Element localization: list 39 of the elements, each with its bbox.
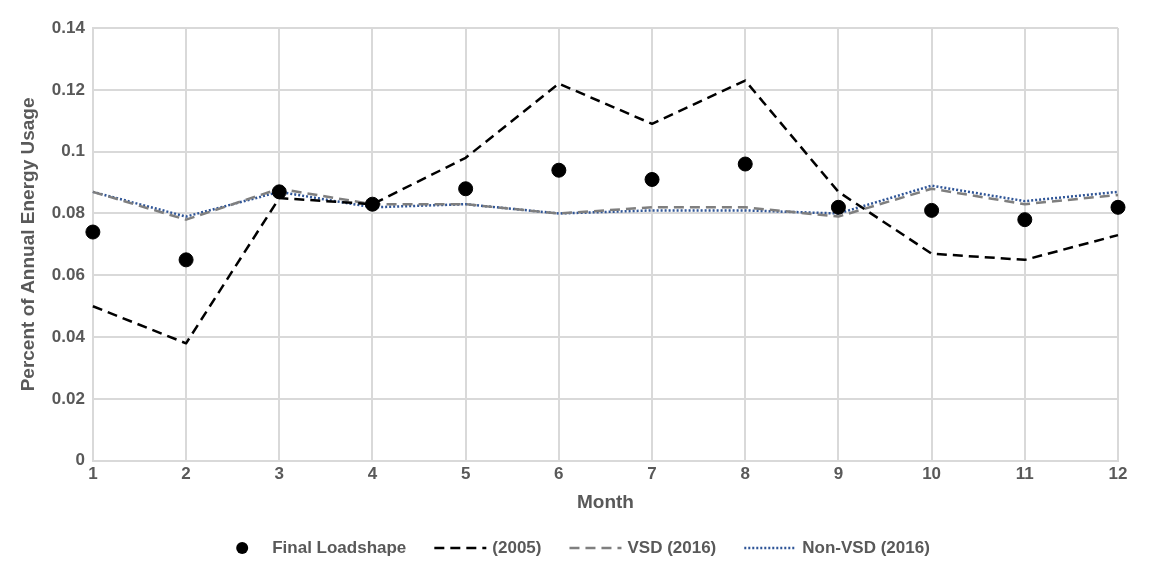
legend-label: Non-VSD (2016)	[802, 537, 930, 557]
y-axis-title: Percent of Annual Energy Usage	[16, 97, 38, 392]
x-tick-label: 9	[833, 463, 844, 483]
legend-label: Final Loadshape	[272, 537, 407, 557]
x-tick-label: 11	[1015, 463, 1034, 483]
y-tick-label: 0.04	[51, 326, 86, 346]
point	[271, 184, 287, 200]
y-tick-label: 0.02	[51, 388, 85, 408]
point	[830, 199, 846, 215]
y-tick-label: 0.06	[51, 265, 85, 284]
point	[551, 162, 567, 178]
y-tick-label: 0.14	[51, 17, 86, 37]
legend-label: (2005)	[492, 537, 542, 557]
x-tick-label: 10	[922, 463, 942, 483]
x-tick-label: 5	[460, 463, 471, 483]
point	[178, 252, 194, 268]
legend-label: VSD (2016)	[627, 537, 717, 557]
y-tick-label: 0.1	[61, 141, 85, 161]
x-tick-label: 2	[181, 463, 191, 483]
line-series	[91, 79, 1120, 345]
x-tick-label: 1	[88, 463, 98, 483]
x-tick-label: 3	[274, 463, 285, 483]
x-tick-label: 12	[1108, 463, 1128, 483]
x-tick-label: 4	[367, 463, 378, 483]
y-tick-label: 0	[75, 450, 85, 470]
point	[1017, 212, 1033, 228]
x-axis-title: Month	[576, 490, 634, 512]
point	[737, 156, 753, 172]
y-tick-label: 0.08	[51, 203, 85, 223]
x-tick-label: 6	[554, 463, 564, 483]
point	[458, 181, 474, 197]
x-tick-label: 8	[740, 463, 750, 483]
point	[644, 171, 660, 187]
y-tick-label: 0.12	[51, 79, 85, 99]
point	[364, 196, 380, 212]
point	[924, 202, 940, 218]
x-tick-label: 7	[647, 463, 657, 483]
point	[85, 224, 101, 240]
point	[1110, 199, 1126, 215]
